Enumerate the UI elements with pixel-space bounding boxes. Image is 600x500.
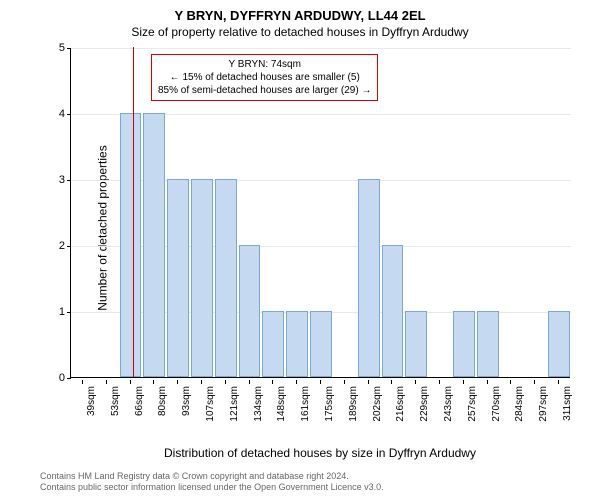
x-tick-label: 161sqm bbox=[300, 386, 311, 422]
chart: Number of detached properties Y BRYN: 74… bbox=[50, 48, 570, 408]
bar bbox=[477, 311, 499, 377]
x-tick-label: 189sqm bbox=[348, 386, 359, 422]
annotation-line-2: 85% of semi-detached houses are larger (… bbox=[158, 84, 371, 97]
bar bbox=[358, 179, 380, 377]
x-axis-label: Distribution of detached houses by size … bbox=[70, 446, 570, 460]
bar bbox=[262, 311, 284, 377]
bar bbox=[167, 179, 189, 377]
x-tick-label: 257sqm bbox=[467, 386, 478, 422]
bar bbox=[548, 311, 570, 377]
x-tick-label: 297sqm bbox=[538, 386, 549, 422]
y-tick-label: 4 bbox=[51, 108, 65, 120]
footer-line-2: Contains public sector information licen… bbox=[40, 482, 384, 494]
x-tick-label: 53sqm bbox=[110, 386, 121, 416]
y-tick-label: 1 bbox=[51, 306, 65, 318]
page-title: Y BRYN, DYFFRYN ARDUDWY, LL44 2EL bbox=[0, 0, 600, 23]
x-tick-label: 243sqm bbox=[443, 386, 454, 422]
x-tick-label: 39sqm bbox=[86, 386, 97, 416]
bar bbox=[453, 311, 475, 377]
footer: Contains HM Land Registry data © Crown c… bbox=[40, 471, 384, 494]
x-tick-group: 39sqm 53sqm 66sqm 80sqm 93sqm 107sqm 121sqm 134… bbox=[70, 380, 570, 430]
bar bbox=[239, 245, 261, 377]
y-tick-label: 0 bbox=[51, 372, 65, 384]
footer-line-1: Contains HM Land Registry data © Crown c… bbox=[40, 471, 384, 483]
x-tick-label: 134sqm bbox=[253, 386, 264, 422]
y-tick-label: 5 bbox=[51, 42, 65, 54]
x-tick-label: 202sqm bbox=[372, 386, 383, 422]
bar bbox=[191, 179, 213, 377]
annotation-title: Y BRYN: 74sqm bbox=[158, 58, 371, 71]
y-tick-label: 3 bbox=[51, 174, 65, 186]
bar bbox=[120, 113, 142, 377]
bar bbox=[382, 245, 404, 377]
x-tick-label: 107sqm bbox=[205, 386, 216, 422]
x-tick-label: 229sqm bbox=[419, 386, 430, 422]
bar bbox=[286, 311, 308, 377]
bar bbox=[215, 179, 237, 377]
x-tick-label: 93sqm bbox=[181, 386, 192, 416]
marker-line bbox=[133, 47, 134, 377]
x-tick-label: 66sqm bbox=[134, 386, 145, 416]
x-tick-label: 270sqm bbox=[491, 386, 502, 422]
y-tick-label: 2 bbox=[51, 240, 65, 252]
annotation-line-1: ← 15% of detached houses are smaller (5) bbox=[158, 71, 371, 84]
bar bbox=[310, 311, 332, 377]
x-tick-label: 80sqm bbox=[157, 386, 168, 416]
bar bbox=[405, 311, 427, 377]
x-tick-label: 121sqm bbox=[229, 386, 240, 422]
page-subtitle: Size of property relative to detached ho… bbox=[0, 23, 600, 39]
x-tick-label: 175sqm bbox=[324, 386, 335, 422]
x-tick-label: 216sqm bbox=[395, 386, 406, 422]
x-tick-label: 284sqm bbox=[514, 386, 525, 422]
x-tick-label: 148sqm bbox=[276, 386, 287, 422]
bar bbox=[143, 113, 165, 377]
x-tick-label: 311sqm bbox=[562, 386, 573, 421]
annotation-box: Y BRYN: 74sqm← 15% of detached houses ar… bbox=[151, 54, 378, 101]
plot-area: Y BRYN: 74sqm← 15% of detached houses ar… bbox=[70, 48, 570, 378]
